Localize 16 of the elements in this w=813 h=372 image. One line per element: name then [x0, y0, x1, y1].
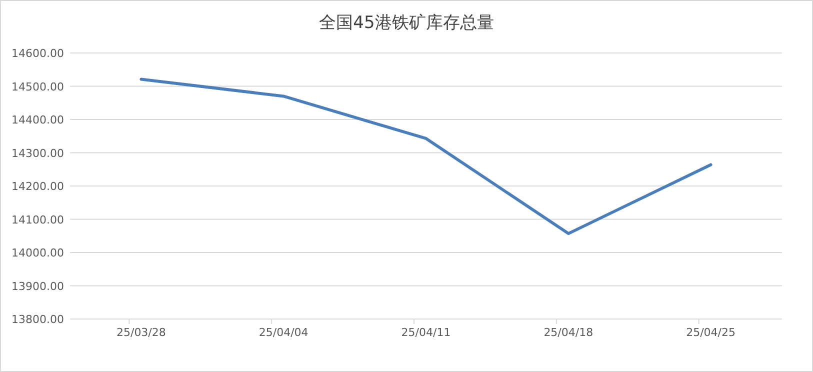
y-tick-label: 13800.00 [12, 313, 64, 326]
y-tick-label: 14300.00 [12, 146, 64, 160]
x-tick-label: 25/04/18 [544, 326, 594, 339]
y-tick-label: 14200.00 [12, 180, 64, 193]
x-tick-label: 25/04/25 [686, 326, 736, 339]
line-series [140, 78, 712, 236]
y-tick-label: 14600.00 [12, 47, 64, 60]
y-tick-label: 14500.00 [12, 80, 64, 94]
y-tick-label: 13900.00 [12, 280, 64, 293]
y-tick-label: 14100.00 [12, 213, 64, 226]
y-tick-label: 14400.00 [12, 114, 64, 126]
y-tick-label: 14000.00 [12, 246, 64, 260]
chart-title: 全国45港铁矿库存总量 [319, 13, 494, 33]
x-tick-label: 25/03/28 [116, 326, 166, 339]
x-tick-label: 25/04/11 [401, 326, 451, 339]
x-tick-label: 25/04/04 [258, 326, 308, 339]
